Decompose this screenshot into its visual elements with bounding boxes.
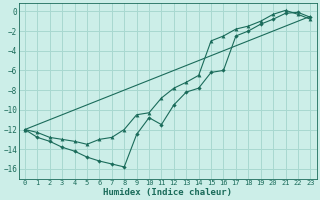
X-axis label: Humidex (Indice chaleur): Humidex (Indice chaleur) (103, 188, 232, 197)
